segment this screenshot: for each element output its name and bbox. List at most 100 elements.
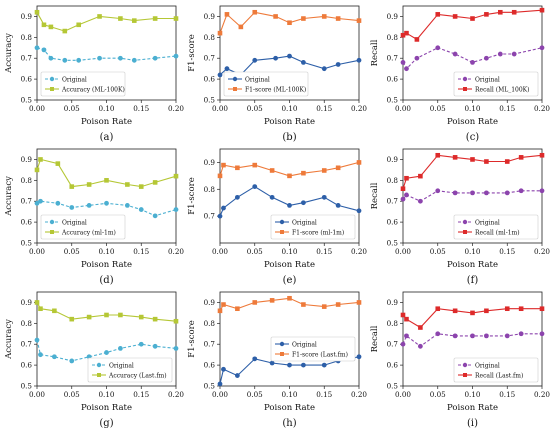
data-point	[400, 312, 406, 318]
legend-swatch-marker	[49, 76, 55, 82]
data-point	[518, 306, 524, 312]
legend-box	[453, 71, 539, 97]
data-point	[34, 45, 40, 51]
y-axis-label: F1-score	[187, 320, 197, 358]
data-point	[118, 16, 123, 21]
data-point	[132, 18, 137, 23]
x-tick-label: 0.15	[499, 104, 515, 113]
data-point	[504, 190, 510, 196]
data-point	[173, 53, 179, 59]
data-point	[335, 16, 341, 21]
legend: Original F1-score (ml-1m)	[270, 214, 356, 240]
y-tick-label: 0.5	[387, 239, 399, 248]
y-axis-label: Accuracy	[4, 319, 14, 360]
data-point	[138, 314, 144, 320]
data-point	[417, 198, 423, 204]
legend-swatch-marker	[462, 362, 468, 368]
data-point	[418, 325, 423, 330]
legend-box	[223, 71, 309, 97]
data-point	[301, 200, 306, 206]
x-tick-label: 0.15	[316, 390, 332, 399]
y-tick-label: 0.7	[204, 212, 216, 221]
legend-swatch-marker	[462, 76, 468, 82]
data-point	[224, 12, 230, 17]
data-point	[287, 173, 292, 179]
data-point	[335, 165, 341, 171]
data-point	[69, 316, 75, 322]
data-point	[41, 22, 47, 28]
legend: Original Accuracy (ML-100K)	[40, 71, 126, 97]
x-tick-label: 0.20	[534, 390, 550, 399]
data-point	[418, 173, 423, 179]
legend-entry: Original	[475, 219, 500, 226]
data-point	[273, 55, 278, 61]
data-point	[152, 16, 158, 21]
x-tick-label: 0.00	[395, 390, 411, 399]
data-point	[34, 9, 40, 15]
y-tick-label: 0.6	[204, 361, 216, 370]
data-point	[76, 57, 82, 63]
data-point	[152, 316, 158, 322]
x-tick-label: 0.00	[29, 247, 45, 256]
series-line	[36, 12, 176, 32]
data-point	[55, 200, 61, 206]
data-point	[287, 20, 292, 26]
x-tick-label: 0.20	[168, 247, 184, 256]
series-line	[402, 308, 542, 329]
data-point	[221, 366, 226, 372]
y-axis-label: Recall	[370, 39, 380, 66]
legend-entry: Original	[62, 219, 87, 226]
data-point	[518, 188, 524, 194]
data-point	[452, 14, 458, 19]
data-point	[452, 333, 458, 339]
data-point	[34, 337, 40, 343]
data-point	[400, 186, 406, 191]
legend-entry: Recall (Last.fm)	[475, 372, 523, 379]
data-point	[404, 175, 409, 181]
data-point	[321, 14, 327, 19]
data-point	[335, 62, 341, 67]
legend: Original Recall (ml-1m)	[453, 214, 539, 240]
y-tick-label: 0.7	[387, 197, 399, 206]
legend-box	[270, 336, 356, 362]
data-point	[86, 314, 92, 320]
x-tick-label: 0.10	[464, 104, 480, 113]
data-point	[452, 51, 458, 57]
data-point	[224, 66, 230, 72]
data-point	[138, 207, 144, 212]
data-point	[38, 157, 43, 162]
x-axis-label: Poison Rate	[264, 117, 315, 127]
y-tick-label: 0.7	[21, 197, 33, 206]
legend-swatch-marker	[50, 87, 54, 91]
data-point	[252, 9, 258, 15]
data-point	[356, 18, 362, 23]
data-point	[518, 155, 524, 160]
y-tick-label: 0.6	[21, 218, 33, 227]
legend-entry: Original	[475, 362, 500, 369]
x-tick-label: 0.20	[534, 247, 550, 256]
data-point	[417, 343, 423, 349]
data-point	[55, 161, 61, 166]
legend-entry: Original	[62, 76, 87, 83]
y-tick-label: 0.8	[387, 319, 399, 328]
x-tick-label: 0.00	[29, 390, 45, 399]
y-tick-label: 0.6	[21, 361, 33, 370]
x-axis-label: Poison Rate	[81, 260, 132, 270]
x-tick-label: 0.15	[133, 104, 149, 113]
chart-panel: 0.00 0.05 0.10 0.15 0.20 0.5 0.6 0.7 0.8 0.9 Poiso…	[370, 291, 550, 429]
data-point	[173, 207, 179, 212]
data-point	[173, 173, 179, 179]
data-point	[104, 178, 109, 183]
data-point	[400, 32, 406, 38]
data-point	[484, 55, 489, 61]
y-tick-label: 0.5	[21, 382, 33, 391]
legend: Original F1-score (ML-100K)	[223, 71, 309, 97]
x-tick-label: 0.10	[281, 247, 297, 256]
y-axis-label: Recall	[370, 325, 380, 352]
legend-box	[453, 214, 539, 240]
legend-swatch-marker	[462, 219, 468, 225]
x-tick-label: 0.05	[247, 247, 263, 256]
legend-entry: Original	[292, 219, 317, 226]
data-point	[234, 373, 240, 378]
